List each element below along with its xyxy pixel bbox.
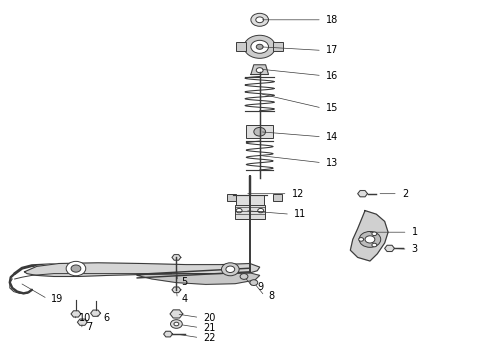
- Text: 2: 2: [402, 189, 408, 199]
- Text: 16: 16: [326, 71, 338, 81]
- Text: 5: 5: [181, 276, 188, 287]
- Polygon shape: [385, 245, 394, 252]
- Circle shape: [240, 274, 248, 279]
- Polygon shape: [350, 211, 388, 261]
- Circle shape: [256, 68, 263, 73]
- Text: 19: 19: [51, 294, 64, 304]
- FancyBboxPatch shape: [235, 205, 265, 219]
- Circle shape: [359, 231, 381, 247]
- Circle shape: [174, 322, 179, 326]
- Polygon shape: [164, 331, 172, 337]
- Circle shape: [258, 208, 264, 213]
- Polygon shape: [77, 319, 87, 325]
- Circle shape: [251, 40, 269, 53]
- Circle shape: [244, 35, 275, 58]
- Text: 7: 7: [86, 322, 92, 332]
- Text: 3: 3: [412, 244, 417, 254]
- Circle shape: [254, 127, 266, 136]
- FancyBboxPatch shape: [227, 194, 236, 201]
- Circle shape: [221, 263, 239, 276]
- Text: 11: 11: [294, 209, 306, 219]
- FancyBboxPatch shape: [236, 195, 264, 206]
- FancyBboxPatch shape: [273, 42, 283, 51]
- Text: 17: 17: [326, 45, 338, 55]
- Text: 9: 9: [257, 282, 264, 292]
- Text: 1: 1: [412, 227, 417, 237]
- Circle shape: [256, 44, 263, 49]
- Text: 6: 6: [103, 313, 109, 323]
- Text: 18: 18: [326, 15, 338, 25]
- Circle shape: [372, 243, 377, 247]
- Polygon shape: [172, 255, 181, 260]
- Circle shape: [251, 13, 269, 26]
- Text: 14: 14: [326, 132, 338, 142]
- Text: 22: 22: [203, 333, 216, 343]
- Circle shape: [171, 320, 182, 328]
- Text: 20: 20: [203, 312, 216, 323]
- Polygon shape: [91, 310, 100, 316]
- Text: 15: 15: [326, 103, 338, 113]
- Circle shape: [236, 208, 242, 213]
- Polygon shape: [251, 65, 269, 75]
- FancyBboxPatch shape: [273, 194, 282, 201]
- Polygon shape: [24, 263, 260, 276]
- Circle shape: [372, 232, 377, 235]
- Text: 21: 21: [203, 323, 216, 333]
- Circle shape: [71, 265, 81, 272]
- Text: 4: 4: [181, 294, 187, 304]
- Text: 8: 8: [269, 291, 274, 301]
- Polygon shape: [170, 310, 183, 318]
- Circle shape: [250, 280, 258, 285]
- Polygon shape: [172, 287, 181, 293]
- Circle shape: [226, 266, 235, 273]
- Circle shape: [256, 17, 264, 23]
- FancyBboxPatch shape: [246, 125, 273, 138]
- Circle shape: [365, 236, 375, 243]
- Text: 10: 10: [79, 313, 92, 323]
- Polygon shape: [71, 311, 81, 317]
- Text: 13: 13: [326, 158, 338, 168]
- Polygon shape: [358, 190, 368, 197]
- Polygon shape: [137, 273, 260, 284]
- Circle shape: [66, 261, 86, 276]
- FancyBboxPatch shape: [236, 42, 246, 51]
- Text: 12: 12: [292, 189, 304, 199]
- Circle shape: [359, 238, 364, 241]
